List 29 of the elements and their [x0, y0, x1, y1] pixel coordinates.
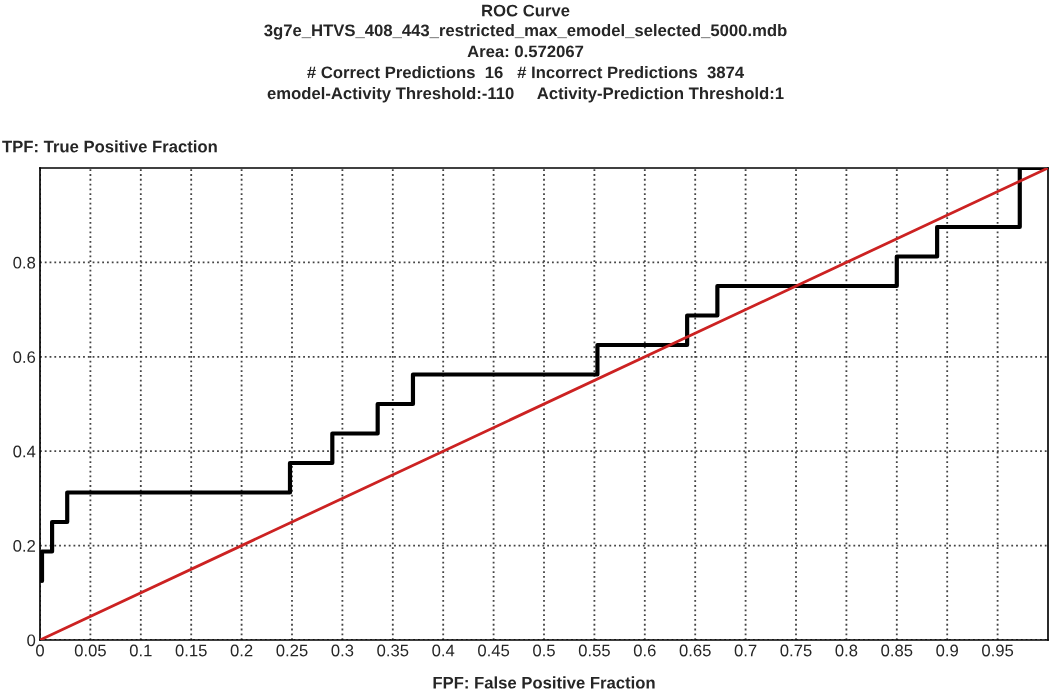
x-tick-label: 0.2 [230, 644, 253, 657]
x-tick-label: 0.45 [478, 644, 510, 657]
x-tick-label: 0.8 [835, 644, 858, 657]
y-tick-label: 0 [27, 634, 36, 647]
x-tick-label: 0.35 [377, 644, 409, 657]
x-tick-label: 0.6 [633, 644, 656, 657]
y-axis-title: TPF: True Positive Fraction [2, 140, 217, 153]
chart-subtitle: 3g7e_HTVS_408_443_restricted_max_emodel_selected_5000.mdb Area: 0.572067 # Correct Predictions 16 # Incorrect Predictions 3874 emodel-Activity Threshold:-110 Activity-Prediction Threshold:1 [264, 24, 787, 103]
y-tick-label: 0.4 [13, 445, 36, 458]
x-tick-label: 0.7 [734, 644, 757, 657]
x-tick-label: 0.1 [129, 644, 152, 657]
x-tick-label: 0.3 [331, 644, 354, 657]
x-tick-label: 0.5 [533, 644, 555, 657]
x-tick-label: 0.55 [578, 644, 610, 657]
x-tick-label: 0.65 [679, 644, 711, 657]
x-tick-label: 0.75 [780, 644, 812, 657]
x-tick-label: 0.9 [936, 644, 958, 657]
x-tick-label: 0.95 [982, 644, 1014, 657]
x-tick-label: 0.15 [175, 644, 207, 657]
x-tick-label: 0 [36, 644, 44, 657]
x-tick-label: 0.85 [881, 644, 913, 657]
y-tick-label: 0.8 [13, 256, 36, 269]
chart-title: ROC Curve [482, 4, 570, 17]
x-tick-label: 0.4 [432, 644, 455, 657]
x-axis-title: FPF: False Positive Fraction [433, 676, 655, 689]
x-tick-label: 0.05 [74, 644, 106, 657]
y-tick-label: 0.6 [13, 351, 36, 363]
y-tick-label: 0.2 [13, 540, 35, 552]
x-tick-label: 0.25 [276, 644, 308, 657]
